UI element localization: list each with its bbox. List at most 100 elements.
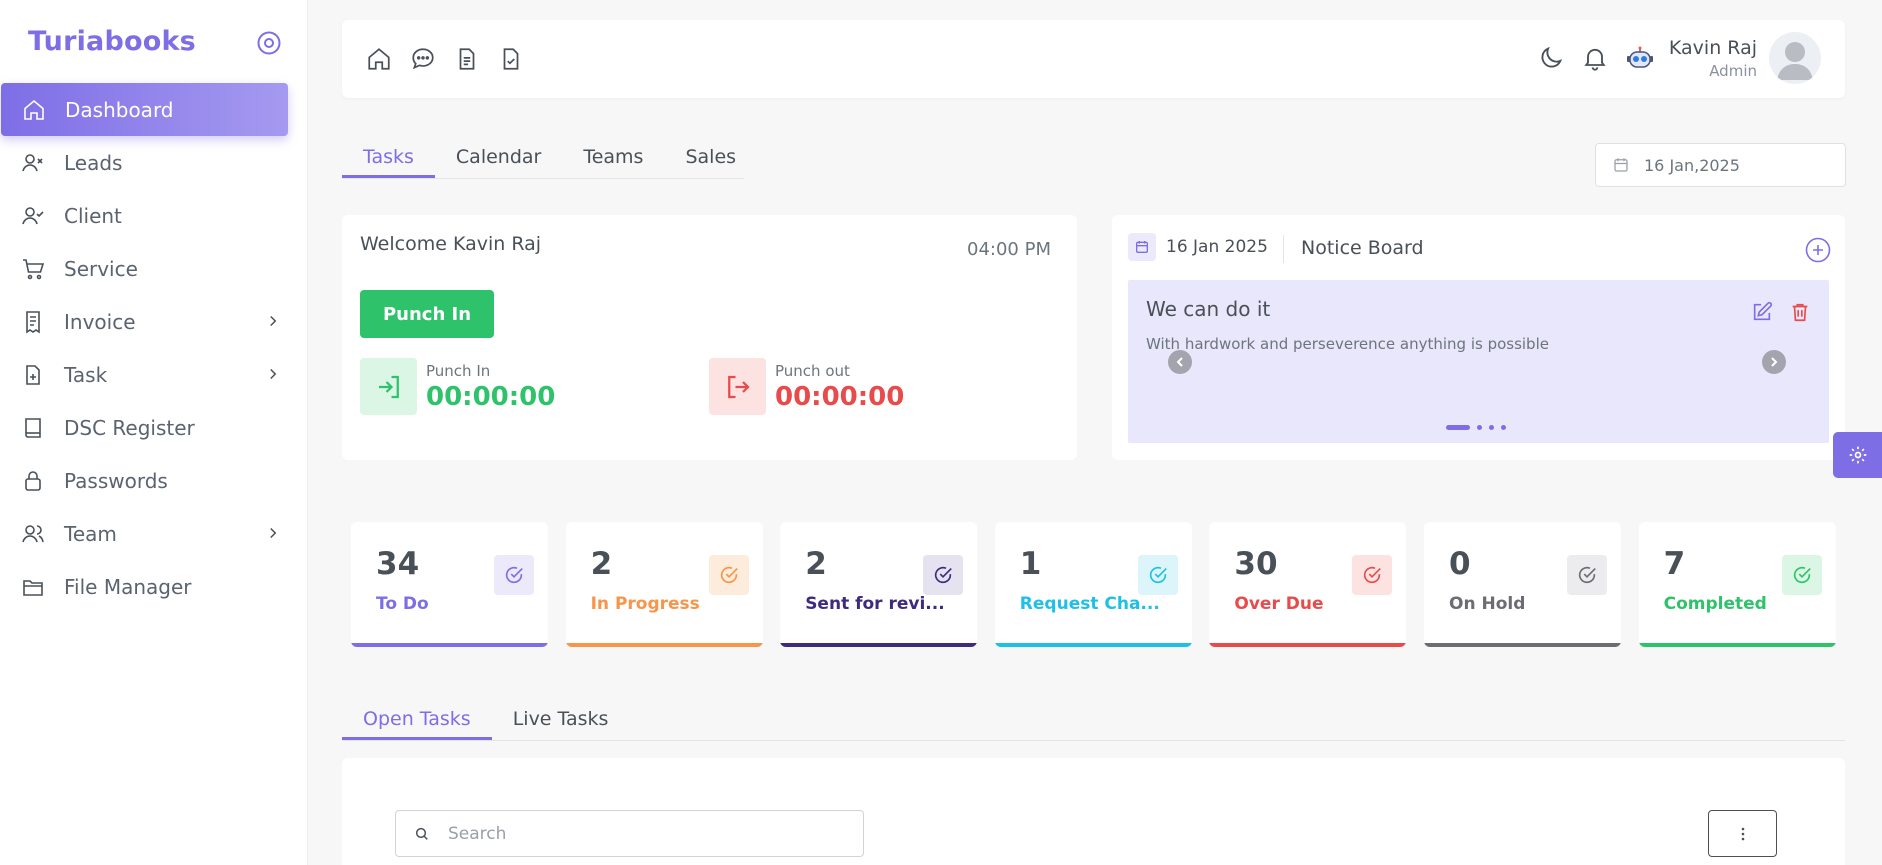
sidebar-item-dsc-register[interactable]: DSC Register [0,401,290,454]
slide-dot[interactable] [1501,425,1506,430]
slide-dot[interactable] [1489,425,1494,430]
more-options-button[interactable] [1708,810,1777,857]
stat-label: Completed [1663,594,1767,614]
check-circle-icon [1567,555,1607,595]
stat-value: 34 [376,546,420,582]
notice-date: 16 Jan 2025 [1166,237,1268,257]
chat-icon[interactable] [410,46,436,72]
book-icon [20,415,46,441]
sidebar-item-client[interactable]: Client [0,189,290,242]
stat-value: 2 [590,546,613,582]
slide-dot[interactable] [1446,425,1470,430]
notice-slide-text: With hardwork and perseverence anything … [1146,335,1549,353]
stat-value: 30 [1234,546,1278,582]
task-tabs: Open Tasks Live Tasks [342,698,1845,741]
add-notice-icon[interactable] [1805,237,1831,263]
cart-icon [20,256,46,282]
main-tabs: Tasks Calendar Teams Sales [342,136,744,179]
bell-icon[interactable] [1581,44,1609,72]
users-icon [20,521,46,547]
stat-label: Sent for revi... [805,594,945,614]
punch-out-label: Punch out [775,361,850,380]
sign-out-icon [709,358,766,415]
check-circle-icon [1781,555,1822,595]
tab-sales[interactable]: Sales [685,146,737,168]
sign-in-icon [360,358,417,415]
stat-accent-bar [351,643,548,647]
home-icon [21,97,47,123]
notice-slide: We can do it With hardwork and persevere… [1128,280,1829,443]
topbar: Kavin Raj Admin [342,20,1845,98]
sidebar-nav: Dashboard Leads Client Service Invoice Task DS… [0,83,290,613]
edit-icon[interactable] [1751,301,1773,323]
brand-logo[interactable]: Turiabooks [28,26,196,57]
stat-card[interactable]: 2 In Progress [565,522,763,647]
document-icon[interactable] [454,46,480,72]
punch-in-block: Punch In 00:00:00 [360,358,555,415]
tab-live-tasks[interactable]: Live Tasks [512,708,609,730]
user-check-icon [20,203,46,229]
stat-value: 7 [1663,546,1686,582]
robot-icon[interactable] [1625,44,1653,72]
slide-prev-icon[interactable] [1168,350,1192,374]
sidebar-toggle-icon[interactable] [256,30,282,56]
stat-card[interactable]: 0 On Hold [1424,522,1621,647]
sidebar-item-dashboard[interactable]: Dashboard [1,83,288,136]
folder-icon [20,574,46,600]
sidebar-item-file-manager[interactable]: File Manager [0,560,290,613]
sidebar-item-passwords[interactable]: Passwords [0,454,290,507]
stat-accent-bar [780,643,978,647]
sidebar-item-label: Dashboard [65,97,174,122]
punch-in-label: Punch In [426,361,491,380]
avatar[interactable] [1769,32,1821,84]
stat-card[interactable]: 34 To Do [351,522,548,647]
calendar-icon [1614,158,1628,172]
notice-board-title: Notice Board [1301,237,1424,259]
stat-card[interactable]: 2 Sent for revi... [780,522,978,647]
stat-card[interactable]: 7 Completed [1638,522,1836,647]
date-filter[interactable]: 16 Jan,2025 [1595,143,1846,187]
file-plus-icon [20,362,46,388]
tab-calendar[interactable]: Calendar [455,146,542,168]
sidebar: Turiabooks Dashboard Leads Client Service In… [0,0,308,865]
search-box[interactable]: Search [395,810,864,857]
moon-icon[interactable] [1537,44,1565,72]
check-circle-icon [1137,555,1178,595]
punch-in-button[interactable]: Punch In [360,290,494,338]
stat-label: On Hold [1449,594,1526,614]
user-name: Kavin Raj [1668,36,1757,59]
sidebar-item-service[interactable]: Service [0,242,290,295]
chevron-right-icon [264,524,282,542]
sidebar-item-task[interactable]: Task [0,348,290,401]
settings-gear-icon[interactable] [1833,432,1882,478]
check-circle-icon [494,555,534,595]
user-role: Admin [1709,61,1757,80]
lock-icon [20,468,46,494]
sidebar-item-label: Service [64,256,138,281]
sidebar-item-leads[interactable]: Leads [0,136,290,189]
sidebar-item-label: File Manager [64,574,192,599]
calendar-icon [1128,233,1156,261]
home-icon[interactable] [366,46,392,72]
slide-dot[interactable] [1477,425,1482,430]
stat-accent-bar [1209,643,1407,647]
stat-accent-bar [994,643,1192,647]
tab-open-tasks[interactable]: Open Tasks [342,698,492,740]
tab-teams[interactable]: Teams [583,146,644,168]
sidebar-item-invoice[interactable]: Invoice [0,295,290,348]
stat-label: Request Cha... [1019,594,1160,614]
sidebar-item-team[interactable]: Team [0,507,290,560]
slide-next-icon[interactable] [1762,350,1786,374]
stat-card[interactable]: 30 Over Due [1209,522,1407,647]
tab-tasks[interactable]: Tasks [342,136,435,178]
search-icon [415,827,428,840]
file-check-icon[interactable] [498,46,524,72]
current-time: 04:00 PM [967,239,1051,260]
tasks-panel: Search [342,758,1845,865]
search-input[interactable]: Search [448,823,507,844]
stat-card[interactable]: 1 Request Cha... [994,522,1192,647]
sidebar-item-label: DSC Register [64,415,195,440]
notice-slide-title: We can do it [1146,297,1271,321]
punch-in-value: 00:00:00 [426,381,556,412]
delete-icon[interactable] [1789,301,1811,323]
